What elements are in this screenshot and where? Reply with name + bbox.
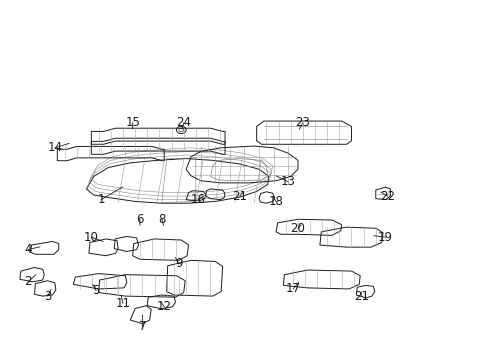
Text: 21: 21 — [232, 190, 246, 203]
Text: 23: 23 — [295, 116, 310, 129]
Text: 20: 20 — [290, 222, 305, 235]
Text: 18: 18 — [268, 195, 283, 208]
Text: 15: 15 — [125, 116, 140, 129]
Text: 3: 3 — [44, 289, 51, 303]
Text: 10: 10 — [84, 231, 99, 244]
Text: 7: 7 — [139, 320, 146, 333]
Text: 13: 13 — [280, 175, 295, 188]
Text: 14: 14 — [47, 141, 62, 154]
Text: 24: 24 — [176, 116, 191, 129]
Text: 19: 19 — [377, 231, 392, 244]
Text: 5: 5 — [92, 284, 100, 297]
Text: 1: 1 — [97, 193, 104, 206]
Text: 8: 8 — [158, 213, 165, 226]
Text: 17: 17 — [285, 283, 300, 296]
Text: 21: 21 — [353, 289, 368, 303]
Text: 9: 9 — [175, 257, 182, 270]
Text: 12: 12 — [157, 300, 171, 313]
Text: 2: 2 — [24, 275, 32, 288]
Text: 6: 6 — [136, 213, 143, 226]
Text: 11: 11 — [115, 297, 130, 310]
Text: 16: 16 — [190, 193, 205, 206]
Text: 4: 4 — [24, 243, 32, 256]
Text: 22: 22 — [380, 190, 395, 203]
